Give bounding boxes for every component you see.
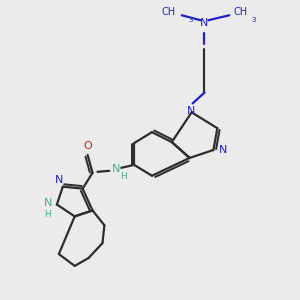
Text: N: N	[44, 199, 52, 208]
Text: N: N	[186, 106, 195, 116]
Text: CH: CH	[162, 7, 176, 17]
Text: H: H	[120, 172, 127, 181]
Text: 3: 3	[189, 17, 193, 23]
Text: H: H	[45, 210, 51, 219]
Text: 3: 3	[251, 17, 256, 23]
Text: O: O	[83, 141, 92, 151]
Text: N: N	[112, 164, 121, 174]
Text: CH: CH	[233, 7, 247, 17]
Text: N: N	[219, 145, 227, 155]
Text: N: N	[200, 18, 209, 28]
Text: N: N	[55, 175, 63, 185]
